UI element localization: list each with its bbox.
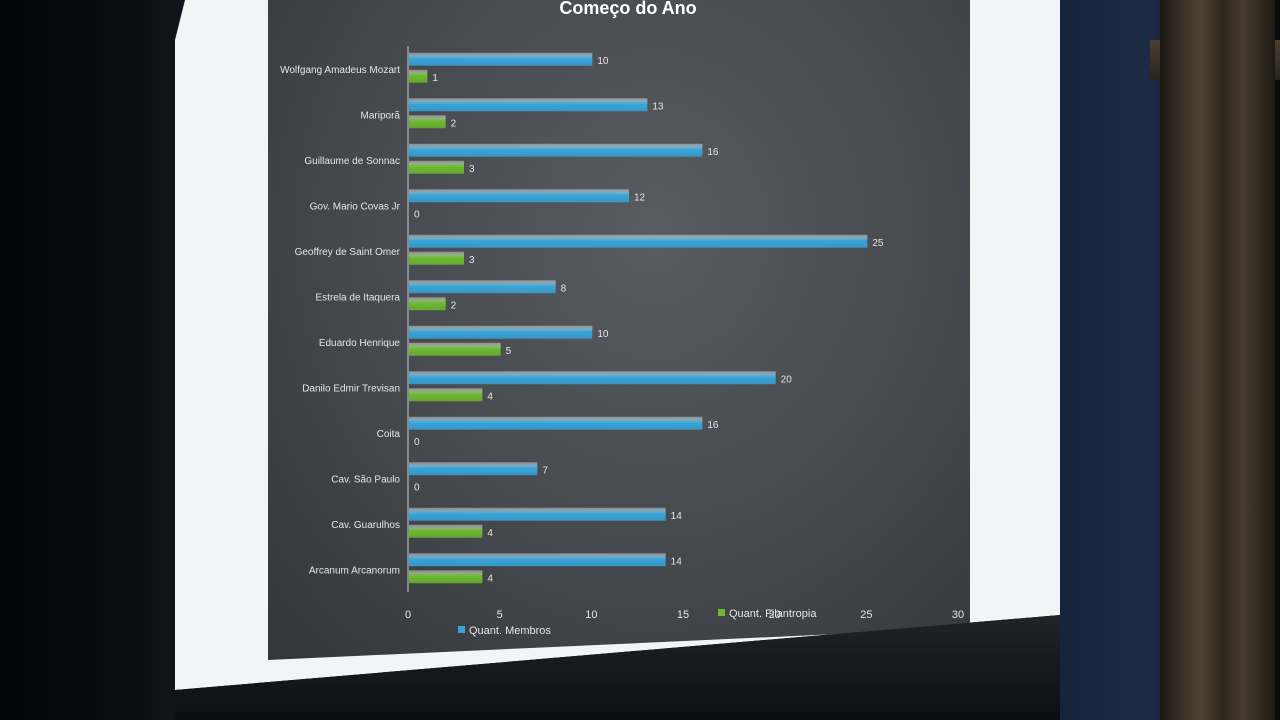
data-label: 4 <box>487 573 493 584</box>
data-label: 12 <box>634 192 646 203</box>
data-label: 0 <box>414 209 420 220</box>
chart-title: Começo do Ano <box>559 0 697 18</box>
data-label: 13 <box>652 101 664 112</box>
data-label: 4 <box>487 391 493 402</box>
data-label: 14 <box>671 511 683 522</box>
category-label: Gov. Mario Covas Jr <box>310 201 401 212</box>
x-tick-label: 20 <box>769 609 781 621</box>
bar-membros <box>409 553 666 567</box>
data-label: 0 <box>414 437 420 448</box>
bar-filantropia <box>409 388 483 402</box>
category-label: Cav. Guarulhos <box>331 520 400 531</box>
data-label: 10 <box>597 56 609 67</box>
bar-filantropia <box>409 297 446 311</box>
data-label: 4 <box>487 528 493 539</box>
legend-label: Quant. Membros <box>469 625 551 637</box>
bar-membros <box>409 325 593 339</box>
room-left-background <box>0 0 185 720</box>
data-label: 8 <box>561 283 567 294</box>
category-label: Coita <box>377 429 401 440</box>
category-label: Mariporã <box>361 110 401 121</box>
data-label: 2 <box>451 118 457 129</box>
bar-filantropia <box>409 342 501 356</box>
bar-filantropia <box>409 570 483 584</box>
data-label: 0 <box>414 482 420 493</box>
bar-membros <box>409 52 593 66</box>
data-label: 25 <box>872 238 884 249</box>
category-label: Guillaume de Sonnac <box>304 156 400 167</box>
bar-membros <box>409 280 556 294</box>
category-label: Arcanum Arcanorum <box>309 565 400 576</box>
bar-membros <box>409 189 629 203</box>
data-label: 20 <box>781 374 793 385</box>
category-label: Geoffrey de Saint Omer <box>295 247 401 258</box>
data-label: 5 <box>506 346 512 357</box>
x-tick-label: 15 <box>677 609 689 621</box>
category-label: Estrela de Itaquera <box>316 292 401 303</box>
category-label: Wolfgang Amadeus Mozart <box>280 65 400 76</box>
bar-membros <box>409 234 868 248</box>
data-label: 10 <box>597 329 609 340</box>
data-label: 3 <box>469 255 475 266</box>
bar-filantropia <box>409 251 464 265</box>
bar-membros <box>409 143 703 157</box>
bar-membros <box>409 507 666 521</box>
x-tick-label: 5 <box>497 609 503 621</box>
bar-chart: Wolfgang Amadeus Mozart 10 1 Mariporã 13 2 Gui… <box>280 46 964 637</box>
bar-membros <box>409 371 776 385</box>
bar-filantropia <box>409 160 464 174</box>
bar-membros <box>409 98 648 112</box>
bar-filantropia <box>409 69 428 83</box>
data-label: 2 <box>451 300 457 311</box>
x-tick-label: 25 <box>860 609 872 621</box>
x-tick-label: 0 <box>405 609 411 621</box>
data-label: 1 <box>432 73 438 84</box>
category-label: Eduardo Henrique <box>319 338 401 349</box>
pillar <box>1160 0 1275 720</box>
category-label: Cav. São Paulo <box>331 474 400 485</box>
data-label: 16 <box>707 420 719 431</box>
chart-container: Começo do Ano Wolfgang Amadeus Mozart 10 1… <box>268 0 970 660</box>
data-label: 16 <box>707 147 719 158</box>
data-label: 14 <box>671 556 683 567</box>
x-tick-label: 30 <box>952 609 964 621</box>
bar-membros <box>409 462 538 476</box>
bar-filantropia <box>409 524 483 538</box>
bar-filantropia <box>409 115 446 129</box>
data-label: 3 <box>469 164 475 175</box>
data-label: 7 <box>542 465 548 476</box>
category-label: Danilo Edmir Trevisan <box>302 383 400 394</box>
legend-label: Quant. Filantropia <box>729 608 817 620</box>
legend-swatch <box>718 609 725 616</box>
legend-swatch <box>458 626 465 633</box>
x-tick-label: 10 <box>585 609 597 621</box>
bar-membros <box>409 416 703 430</box>
